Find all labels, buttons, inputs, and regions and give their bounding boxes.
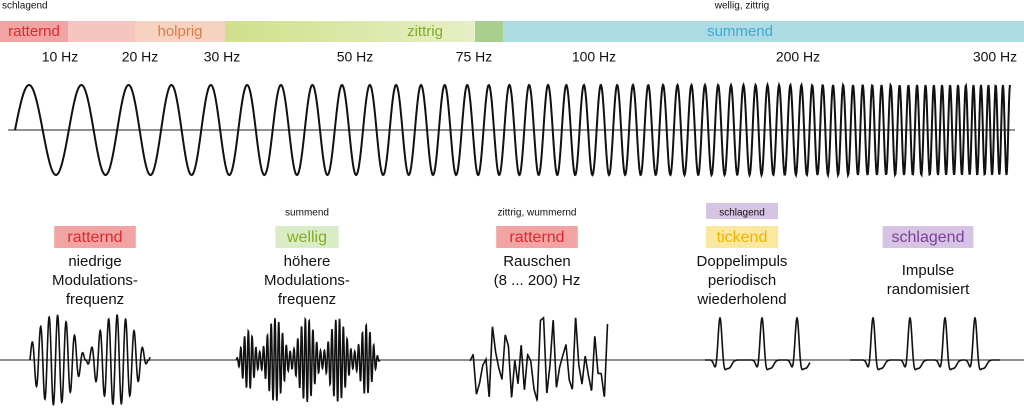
panel-text: Modulations- — [264, 272, 350, 289]
panel-tag: tickend — [717, 229, 768, 246]
tag-bg — [275, 226, 339, 248]
waveform — [705, 316, 811, 371]
band-label: holprig — [157, 23, 202, 40]
waveform — [850, 316, 1000, 371]
panel-tag: wellig — [286, 229, 327, 246]
band-label: zittrig — [407, 23, 443, 40]
band-bg — [68, 21, 135, 42]
frequency-label: 200 Hz — [776, 49, 820, 65]
panel-tag: ratternd — [509, 229, 564, 246]
band-bg — [503, 21, 1024, 42]
note-bg — [706, 203, 778, 219]
frequency-label: 75 Hz — [456, 49, 493, 65]
band-bg — [225, 21, 475, 42]
panel-note: summend — [285, 208, 329, 219]
frequency-label: 30 Hz — [204, 49, 241, 65]
frequency-label: 50 Hz — [337, 49, 374, 65]
band-bg — [135, 21, 225, 42]
frequency-label: 300 Hz — [973, 49, 1017, 65]
panel-text: randomisiert — [887, 281, 970, 298]
tag-bg — [882, 226, 974, 248]
panel-text: periodisch — [708, 272, 776, 289]
panel-text: (8 ... 200) Hz — [494, 272, 581, 289]
panel-text: höhere — [284, 253, 331, 270]
note-left: schlagend — [2, 1, 48, 12]
waveform — [469, 316, 609, 403]
band-bg — [475, 21, 503, 42]
frequency-label: 10 Hz — [42, 49, 79, 65]
panel-text: Rauschen — [503, 253, 571, 270]
panel-text: frequenz — [278, 291, 336, 308]
panel-note: schlagend — [719, 208, 765, 219]
waveform — [29, 314, 151, 406]
panel-tag: schlagend — [892, 229, 965, 246]
tag-bg — [705, 226, 779, 248]
panel-text: wiederholend — [696, 291, 786, 308]
band-label: ratternd — [8, 23, 60, 40]
panel-text: Doppelimpuls — [697, 253, 788, 270]
note-right: wellig, zittrig — [714, 1, 769, 12]
panel-text: frequenz — [66, 291, 124, 308]
panel-text: Impulse — [902, 262, 955, 279]
chirp-wave — [14, 81, 1011, 179]
band-label: summend — [707, 23, 773, 40]
tag-bg — [496, 226, 578, 248]
band-bg — [0, 21, 68, 42]
tag-bg — [54, 226, 136, 248]
panel-text: Modulations- — [52, 272, 138, 289]
panel-tag: ratternd — [67, 229, 122, 246]
waveform — [235, 316, 381, 402]
frequency-label: 100 Hz — [572, 49, 616, 65]
frequency-label: 20 Hz — [122, 49, 159, 65]
panel-text: niedrige — [68, 253, 121, 270]
panel-note: zittrig, wummernd — [498, 208, 577, 219]
